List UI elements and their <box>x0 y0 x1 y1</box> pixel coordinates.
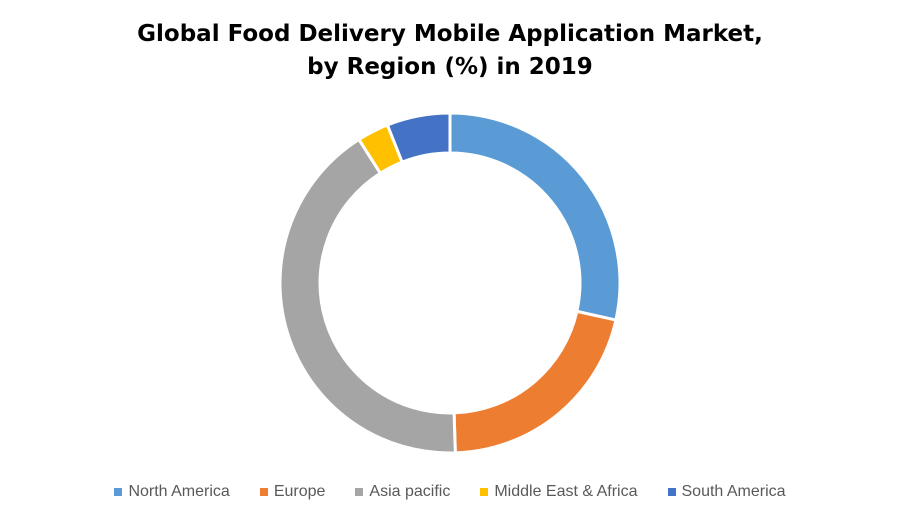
legend-swatch-south-america <box>667 488 676 496</box>
legend-swatch-asia-pacific <box>355 488 364 496</box>
chart-title-line2: by Region (%) in 2019 <box>307 54 593 80</box>
legend-label-asia-pacific: Asia pacific <box>369 483 451 500</box>
slice-south-america <box>385 111 452 165</box>
legend-label-north-america: North America <box>128 483 230 500</box>
legend-item-europe: Europe <box>259 483 326 501</box>
legend-item-north-america: North America <box>114 483 230 501</box>
legend-swatch-europe <box>259 488 268 496</box>
legend-label-south-america: South America <box>681 483 786 500</box>
legend-label-europe: Europe <box>273 483 326 500</box>
legend-item-south-america: South America <box>667 483 786 501</box>
chart-title-line1: Global Food Delivery Mobile Application … <box>137 21 763 47</box>
legend-item-asia-pacific: Asia pacific <box>355 483 450 501</box>
legend-label-middle-east-africa: Middle East & Africa <box>494 483 638 500</box>
legend-swatch-middle-east-africa <box>480 488 489 496</box>
slice-asia-pacific <box>278 137 457 455</box>
slice-north-america <box>448 111 622 322</box>
legend-swatch-north-america <box>114 488 123 496</box>
slice-europe <box>452 309 618 455</box>
legend-item-middle-east-africa: Middle East & Africa <box>480 483 638 501</box>
chart-title: Global Food Delivery Mobile Application … <box>0 18 900 84</box>
chart-legend: North America Europe Asia pacific Middle Ea… <box>0 483 900 501</box>
